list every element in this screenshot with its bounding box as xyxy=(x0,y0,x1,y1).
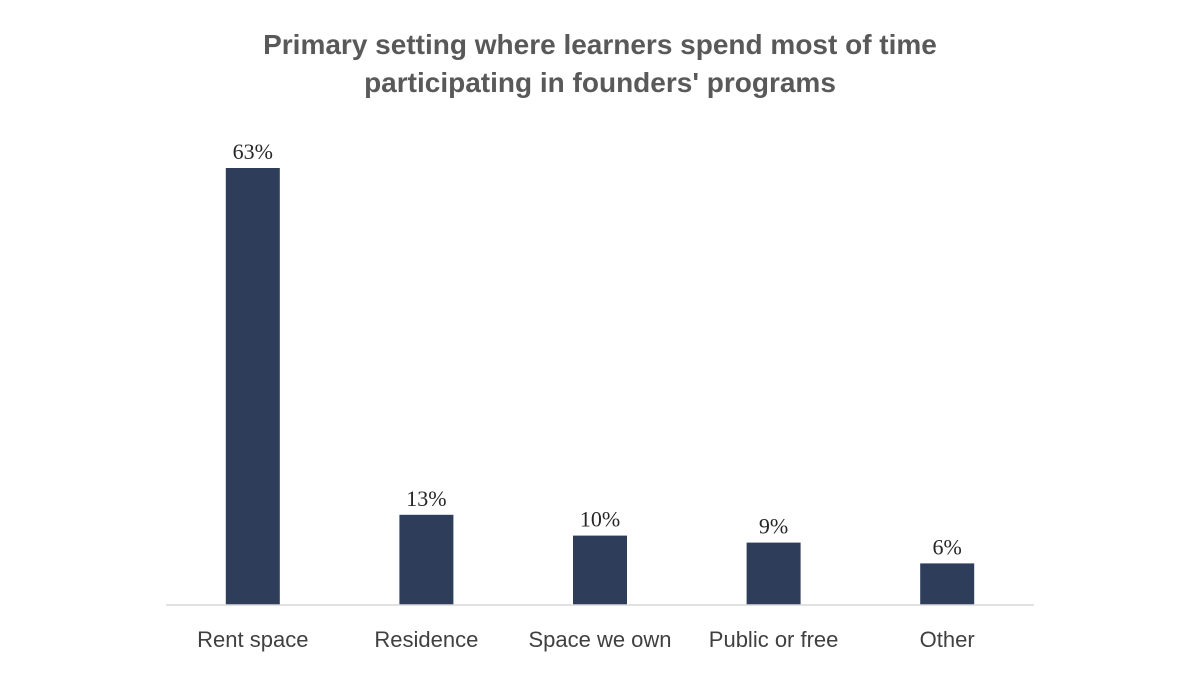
chart-title-line-2: participating in founders' programs xyxy=(364,67,836,98)
tick-labels-group: Rent space Residence Space we own Public or… xyxy=(197,627,975,652)
data-label: 63% xyxy=(233,139,273,164)
x-tick-label: Other xyxy=(920,627,975,652)
bar-public-or-free xyxy=(746,542,801,605)
bar-other xyxy=(920,563,975,605)
x-tick-label: Space we own xyxy=(528,627,671,652)
data-label: 9% xyxy=(759,514,788,539)
x-tick-label: Public or free xyxy=(709,627,839,652)
x-tick-label: Rent space xyxy=(197,627,308,652)
x-tick-label: Residence xyxy=(374,627,478,652)
data-label: 13% xyxy=(406,486,446,511)
chart-title-line-1: Primary setting where learners spend mos… xyxy=(263,29,937,60)
data-label: 6% xyxy=(933,534,962,559)
value-labels-group: 63% 13% 10% 9% 6% xyxy=(233,139,962,559)
bars-group xyxy=(225,168,975,605)
data-label: 10% xyxy=(580,507,620,532)
bar-rent-space xyxy=(225,168,280,605)
bar-space-we-own xyxy=(573,535,627,605)
bar-residence xyxy=(399,514,454,605)
